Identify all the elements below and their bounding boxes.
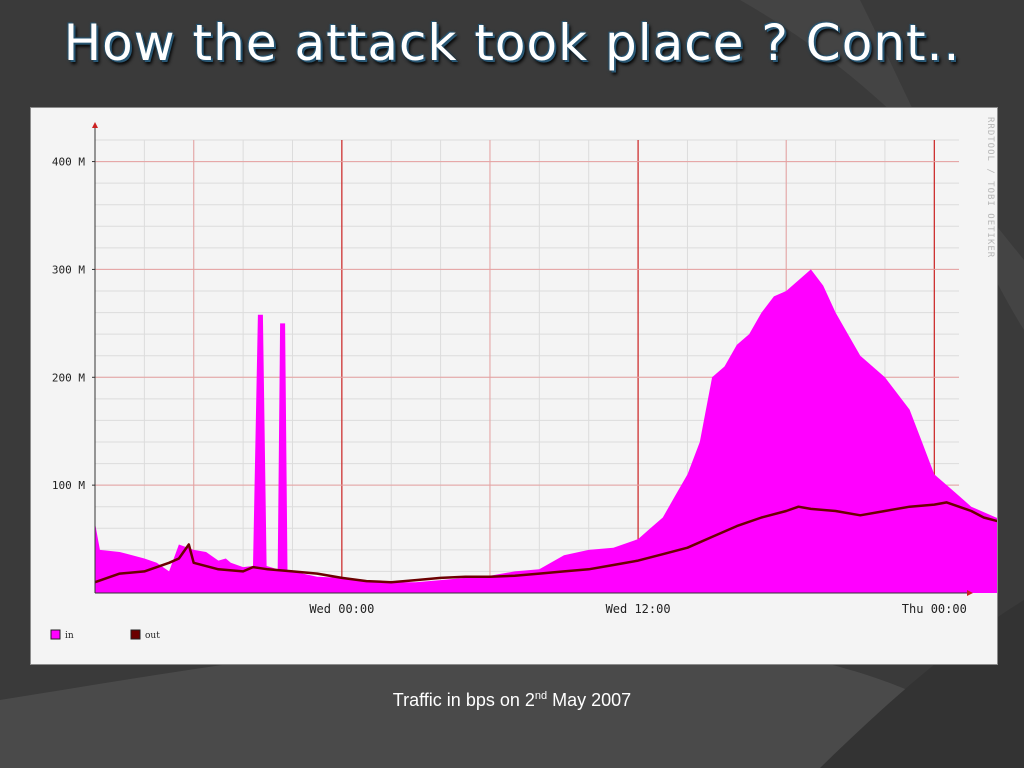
legend-swatch-out [130, 629, 141, 640]
series-out-line [94, 501, 997, 584]
x-tick-label: Wed 00:00 [309, 602, 374, 616]
caption-text: Traffic in bps on 2 [392, 690, 535, 710]
y-tick-label: 400 M [52, 156, 85, 169]
x-tick-label: Thu 00:00 [902, 602, 967, 616]
chart-axes [92, 122, 973, 596]
caption-superscript: nd [534, 690, 548, 702]
x-axis-arrow [967, 590, 973, 596]
y-tick-label: 300 M [52, 263, 85, 276]
series-in-area [95, 269, 997, 593]
y-tick-labels: 100 M 200 M 300 M 400 M [52, 156, 95, 492]
legend-swatch-in [50, 629, 61, 640]
grid-minor [94, 139, 959, 593]
chart-svg: 100 M 200 M 300 M 400 M Wed 00:00 Wed 12:00 T… [50, 122, 997, 641]
y-tick-label: 200 M [52, 371, 85, 384]
rrdtool-watermark: RRDTOOL / TOBI OETIKER [985, 117, 995, 259]
caption-date: May 2007 [547, 690, 632, 710]
legend-label-in: in [65, 631, 74, 641]
y-tick-label: 100 M [52, 479, 85, 492]
chart-legend: in out [50, 629, 160, 641]
x-tick-labels: Wed 00:00 Wed 12:00 Thu 00:00 [309, 602, 966, 616]
slide-title: How the attack took place ? Cont.. [63, 14, 961, 72]
chart-caption: Traffic in bps on 2nd May 2007 [0, 690, 1024, 711]
x-tick-label: Wed 12:00 [606, 602, 671, 616]
legend-label-out: out [145, 631, 160, 641]
series-in-path [95, 269, 997, 593]
y-axis-arrow [92, 122, 98, 128]
traffic-chart: 100 M 200 M 300 M 400 M Wed 00:00 Wed 12:00 T… [30, 107, 998, 665]
series-out-path [94, 501, 997, 584]
